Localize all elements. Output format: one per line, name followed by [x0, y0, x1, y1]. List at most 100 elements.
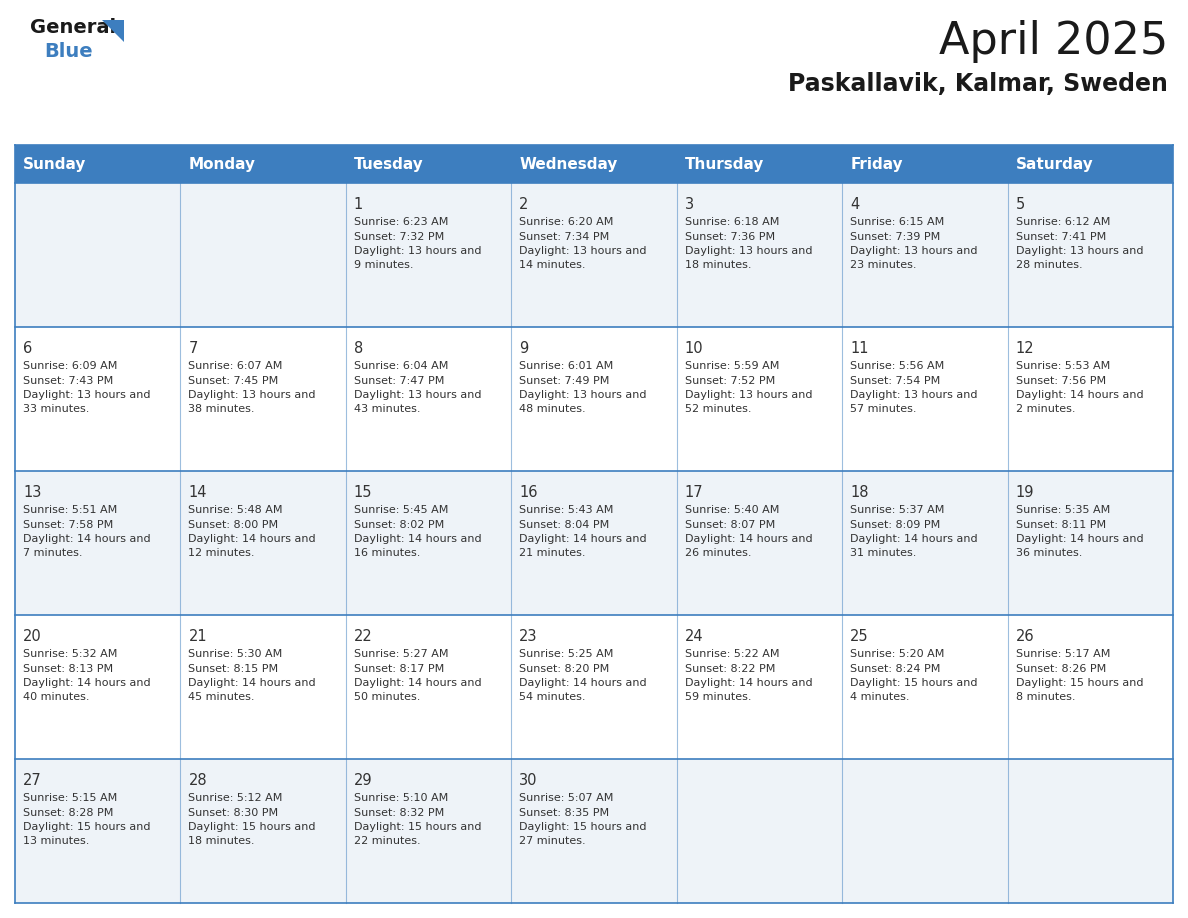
Text: Sunrise: 5:12 AM: Sunrise: 5:12 AM	[189, 793, 283, 803]
Text: 9: 9	[519, 341, 529, 356]
Text: 2 minutes.: 2 minutes.	[1016, 405, 1075, 415]
Text: Daylight: 13 hours and: Daylight: 13 hours and	[684, 390, 813, 400]
Text: Daylight: 15 hours and: Daylight: 15 hours and	[519, 822, 646, 832]
Text: Wednesday: Wednesday	[519, 156, 618, 172]
Text: 21 minutes.: 21 minutes.	[519, 548, 586, 558]
Text: 17: 17	[684, 485, 703, 500]
Text: 40 minutes.: 40 minutes.	[23, 692, 89, 702]
Text: 19: 19	[1016, 485, 1034, 500]
Text: Thursday: Thursday	[684, 156, 764, 172]
Bar	[15, 145, 1173, 183]
Text: 24: 24	[684, 629, 703, 644]
Text: Sunrise: 5:43 AM: Sunrise: 5:43 AM	[519, 505, 614, 515]
Text: Daylight: 13 hours and: Daylight: 13 hours and	[354, 390, 481, 400]
Text: Blue: Blue	[44, 42, 93, 61]
Text: 20: 20	[23, 629, 42, 644]
Text: 27: 27	[23, 773, 42, 788]
Text: Sunset: 8:28 PM: Sunset: 8:28 PM	[23, 808, 113, 818]
Text: Sunset: 7:41 PM: Sunset: 7:41 PM	[1016, 231, 1106, 241]
Text: April 2025: April 2025	[939, 20, 1168, 63]
Text: Sunset: 8:09 PM: Sunset: 8:09 PM	[851, 520, 941, 530]
Text: Sunset: 8:02 PM: Sunset: 8:02 PM	[354, 520, 444, 530]
Text: Sunrise: 5:10 AM: Sunrise: 5:10 AM	[354, 793, 448, 803]
Text: Daylight: 15 hours and: Daylight: 15 hours and	[851, 678, 978, 688]
Text: Sunrise: 5:30 AM: Sunrise: 5:30 AM	[189, 649, 283, 659]
Text: General: General	[30, 18, 116, 37]
Text: 27 minutes.: 27 minutes.	[519, 836, 586, 846]
Text: 33 minutes.: 33 minutes.	[23, 405, 89, 415]
Text: Daylight: 13 hours and: Daylight: 13 hours and	[23, 390, 151, 400]
Text: Sunset: 8:30 PM: Sunset: 8:30 PM	[189, 808, 278, 818]
Text: Sunset: 8:00 PM: Sunset: 8:00 PM	[189, 520, 278, 530]
Bar	[15, 327, 1173, 471]
Text: Daylight: 14 hours and: Daylight: 14 hours and	[684, 678, 813, 688]
Text: Sunrise: 5:35 AM: Sunrise: 5:35 AM	[1016, 505, 1110, 515]
Text: Daylight: 14 hours and: Daylight: 14 hours and	[519, 534, 647, 544]
Text: Sunrise: 5:53 AM: Sunrise: 5:53 AM	[1016, 361, 1110, 371]
Text: 4: 4	[851, 197, 859, 212]
Text: 12: 12	[1016, 341, 1035, 356]
Text: Daylight: 15 hours and: Daylight: 15 hours and	[23, 822, 151, 832]
Text: Sunrise: 5:25 AM: Sunrise: 5:25 AM	[519, 649, 614, 659]
Text: Daylight: 15 hours and: Daylight: 15 hours and	[1016, 678, 1143, 688]
Text: 38 minutes.: 38 minutes.	[189, 405, 255, 415]
Text: 6: 6	[23, 341, 32, 356]
Text: Daylight: 15 hours and: Daylight: 15 hours and	[354, 822, 481, 832]
Text: Sunday: Sunday	[23, 156, 87, 172]
Text: Daylight: 14 hours and: Daylight: 14 hours and	[684, 534, 813, 544]
Text: Sunrise: 5:45 AM: Sunrise: 5:45 AM	[354, 505, 448, 515]
Text: 28 minutes.: 28 minutes.	[1016, 261, 1082, 271]
Text: 15: 15	[354, 485, 372, 500]
Text: Sunset: 8:26 PM: Sunset: 8:26 PM	[1016, 664, 1106, 674]
Text: Tuesday: Tuesday	[354, 156, 424, 172]
Text: 29: 29	[354, 773, 373, 788]
Text: Sunset: 7:32 PM: Sunset: 7:32 PM	[354, 231, 444, 241]
Text: Sunrise: 5:20 AM: Sunrise: 5:20 AM	[851, 649, 944, 659]
Text: 57 minutes.: 57 minutes.	[851, 405, 917, 415]
Text: Sunrise: 6:04 AM: Sunrise: 6:04 AM	[354, 361, 448, 371]
Text: Sunset: 8:15 PM: Sunset: 8:15 PM	[189, 664, 278, 674]
Text: Daylight: 14 hours and: Daylight: 14 hours and	[1016, 390, 1143, 400]
Text: Daylight: 14 hours and: Daylight: 14 hours and	[189, 678, 316, 688]
Text: 23: 23	[519, 629, 538, 644]
Text: Sunset: 8:07 PM: Sunset: 8:07 PM	[684, 520, 775, 530]
Text: 36 minutes.: 36 minutes.	[1016, 548, 1082, 558]
Text: Sunrise: 6:20 AM: Sunrise: 6:20 AM	[519, 217, 614, 227]
Text: Sunrise: 5:27 AM: Sunrise: 5:27 AM	[354, 649, 448, 659]
Text: 14: 14	[189, 485, 207, 500]
Text: 23 minutes.: 23 minutes.	[851, 261, 917, 271]
Text: 12 minutes.: 12 minutes.	[189, 548, 255, 558]
Bar	[15, 615, 1173, 759]
Text: Sunrise: 6:12 AM: Sunrise: 6:12 AM	[1016, 217, 1110, 227]
Text: Daylight: 13 hours and: Daylight: 13 hours and	[1016, 246, 1143, 256]
Text: 43 minutes.: 43 minutes.	[354, 405, 421, 415]
Text: Sunrise: 6:15 AM: Sunrise: 6:15 AM	[851, 217, 944, 227]
Text: 50 minutes.: 50 minutes.	[354, 692, 421, 702]
Text: 18 minutes.: 18 minutes.	[189, 836, 255, 846]
Text: Sunrise: 6:07 AM: Sunrise: 6:07 AM	[189, 361, 283, 371]
Text: Sunset: 7:45 PM: Sunset: 7:45 PM	[189, 375, 279, 386]
Text: Daylight: 14 hours and: Daylight: 14 hours and	[519, 678, 647, 688]
Text: Sunrise: 5:22 AM: Sunrise: 5:22 AM	[684, 649, 779, 659]
Text: Sunset: 8:22 PM: Sunset: 8:22 PM	[684, 664, 775, 674]
Text: 1: 1	[354, 197, 364, 212]
Text: Sunset: 7:47 PM: Sunset: 7:47 PM	[354, 375, 444, 386]
Text: 52 minutes.: 52 minutes.	[684, 405, 751, 415]
Text: 5: 5	[1016, 197, 1025, 212]
Text: Saturday: Saturday	[1016, 156, 1093, 172]
Text: Sunset: 8:04 PM: Sunset: 8:04 PM	[519, 520, 609, 530]
Text: Sunset: 7:54 PM: Sunset: 7:54 PM	[851, 375, 941, 386]
Text: 16 minutes.: 16 minutes.	[354, 548, 421, 558]
Text: 31 minutes.: 31 minutes.	[851, 548, 916, 558]
Text: 14 minutes.: 14 minutes.	[519, 261, 586, 271]
Text: Daylight: 14 hours and: Daylight: 14 hours and	[23, 534, 151, 544]
Text: 48 minutes.: 48 minutes.	[519, 405, 586, 415]
Text: 16: 16	[519, 485, 538, 500]
Text: Sunrise: 5:56 AM: Sunrise: 5:56 AM	[851, 361, 944, 371]
Text: 30: 30	[519, 773, 538, 788]
Text: 9 minutes.: 9 minutes.	[354, 261, 413, 271]
Text: 21: 21	[189, 629, 207, 644]
Text: Daylight: 15 hours and: Daylight: 15 hours and	[189, 822, 316, 832]
Text: 26 minutes.: 26 minutes.	[684, 548, 751, 558]
Text: Daylight: 14 hours and: Daylight: 14 hours and	[1016, 534, 1143, 544]
